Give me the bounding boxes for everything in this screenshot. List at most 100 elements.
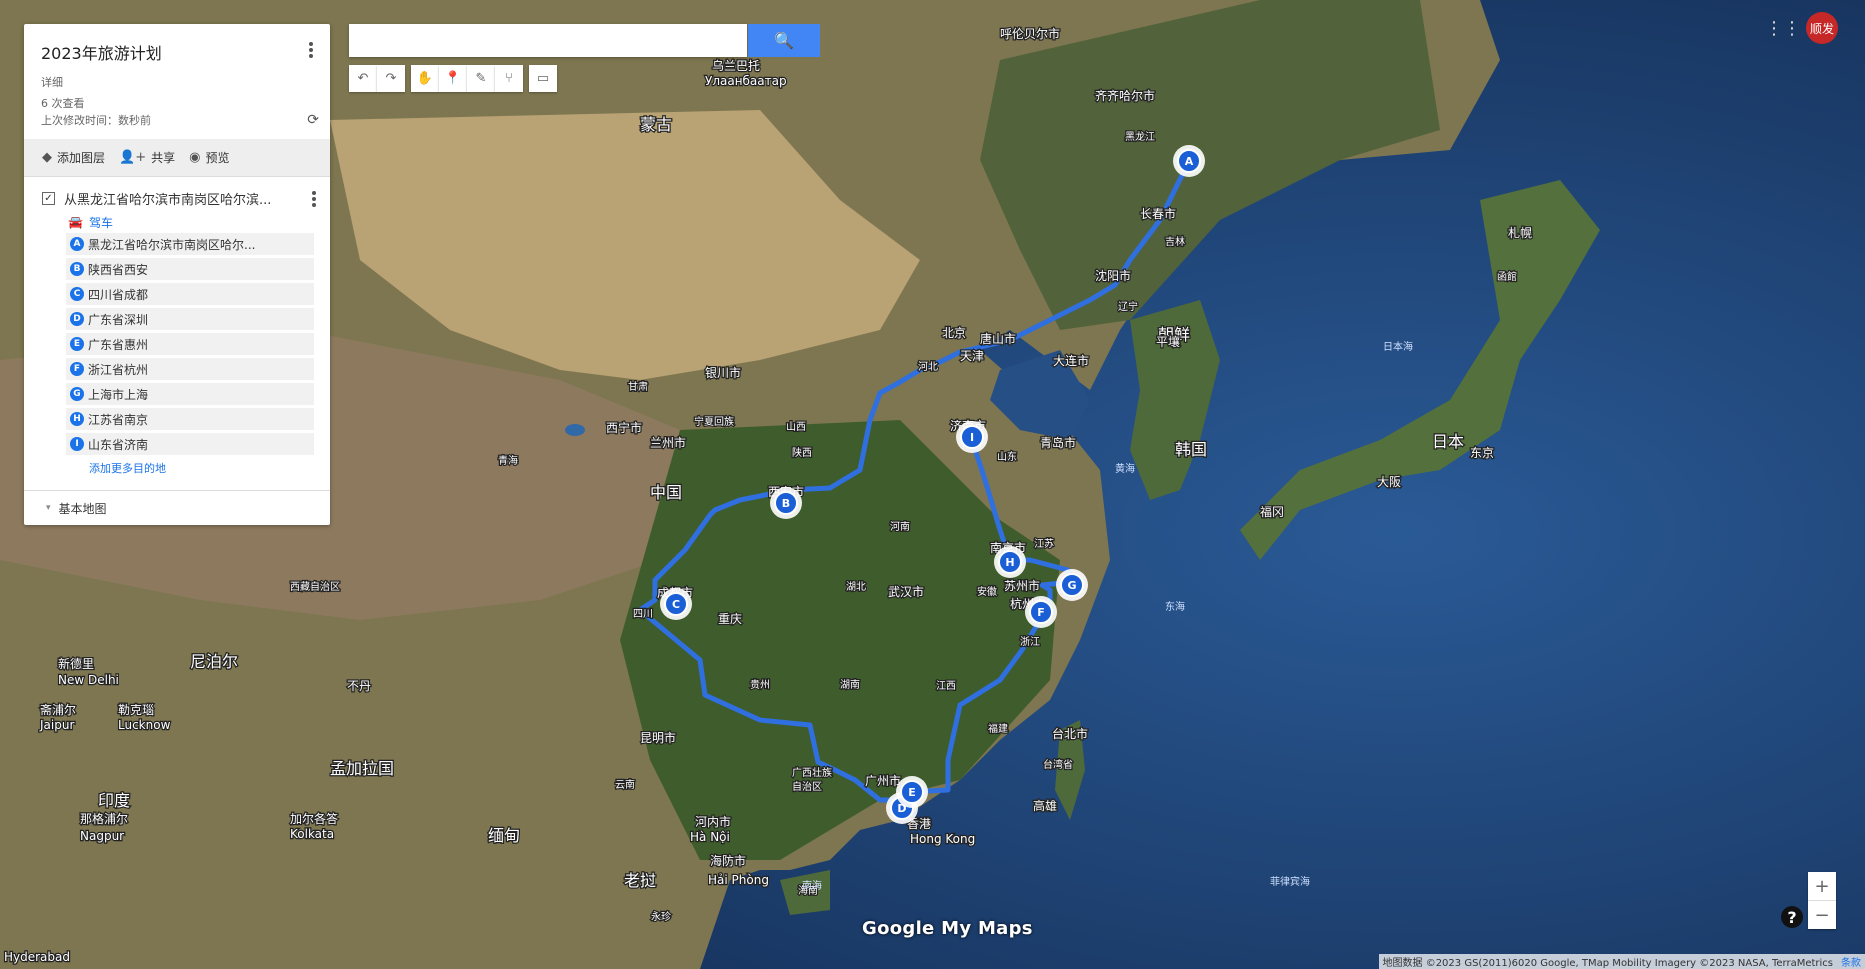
zoom-in-button[interactable]: + xyxy=(1814,875,1830,897)
last-modified: 上次修改时间：数秒前 xyxy=(41,114,151,127)
stop-letter: A xyxy=(1185,155,1194,168)
help-icon[interactable]: ? xyxy=(1781,906,1803,928)
lake xyxy=(565,424,585,436)
route-stop-marker[interactable]: F xyxy=(1025,596,1057,628)
route-stop-marker[interactable]: D xyxy=(886,792,918,824)
hand-icon[interactable]: ✋ xyxy=(411,65,439,92)
destination-item[interactable]: I 山东省济南 xyxy=(66,433,314,455)
map-label: 吉林 xyxy=(1165,235,1185,248)
map-label: 齐齐哈尔市 xyxy=(1095,88,1155,103)
map-label: 勒克瑙 xyxy=(118,703,154,717)
destination-item[interactable]: E 广东省惠州 xyxy=(66,333,314,355)
map-label: 中国 xyxy=(650,483,682,502)
map-label: 沈阳市 xyxy=(1095,268,1131,283)
destination-marker-icon: B xyxy=(70,262,84,276)
add-destination-link[interactable]: 添加更多目的地 xyxy=(89,462,166,475)
map-label: 海防市 xyxy=(710,853,746,868)
map-label: Jaipur xyxy=(39,718,74,732)
map-label: 昆明市 xyxy=(640,730,676,745)
redo-icon[interactable]: ↷ xyxy=(377,65,405,92)
map-label: 那格浦尔 xyxy=(80,811,128,826)
map-label: 老挝 xyxy=(624,871,656,890)
map-label: 尼泊尔 xyxy=(190,652,238,671)
stop-dot xyxy=(1029,600,1053,624)
map-label: 日本海 xyxy=(1383,340,1413,353)
directions-icon[interactable]: ⑂ xyxy=(495,65,523,92)
refresh-icon[interactable]: ⟳ xyxy=(307,112,319,128)
terms-link[interactable]: 条款 xyxy=(1841,958,1861,969)
destination-marker-icon: D xyxy=(70,312,84,326)
map-label: 武汉市 xyxy=(888,584,924,599)
destination-marker-icon: I xyxy=(70,437,84,451)
map-label: 苏州市 xyxy=(1004,578,1040,593)
map-label: 南海 xyxy=(802,879,822,892)
share-button[interactable]: 👤+ 共享 xyxy=(119,149,175,166)
map-label: 自治区 xyxy=(792,780,822,793)
map-label: 大连市 xyxy=(1053,353,1089,368)
route-stop-marker[interactable]: B xyxy=(770,487,802,519)
map-label: 辽宁 xyxy=(1118,300,1138,313)
stop-letter: C xyxy=(672,598,680,611)
route-stop-marker[interactable]: C xyxy=(660,588,692,620)
more-options-icon[interactable] xyxy=(304,40,318,58)
route-stop-marker[interactable]: A xyxy=(1173,145,1205,177)
destination-label: 江苏省南京 xyxy=(88,412,149,427)
add-layer-button[interactable]: ◆ 添加图层 xyxy=(42,149,105,166)
destination-label: 上海市上海 xyxy=(88,387,149,402)
destination-label: 陕西省西安 xyxy=(88,262,149,277)
map-label: 湖南 xyxy=(840,678,860,691)
korea-peninsula xyxy=(1130,300,1220,500)
undo-icon[interactable]: ↶ xyxy=(349,65,377,92)
map-label: 河内市 xyxy=(695,814,731,829)
destination-item[interactable]: H 江苏省南京 xyxy=(66,408,314,430)
map-label: 唐山市 xyxy=(980,331,1016,346)
car-icon: 🚘 xyxy=(68,215,83,229)
eye-icon: ◉ xyxy=(189,150,201,165)
base-map-section[interactable]: ▾ 基本地图 xyxy=(24,490,330,525)
preview-button[interactable]: ◉ 预览 xyxy=(189,149,229,166)
apps-grid-icon[interactable]: ⋮⋮ xyxy=(1765,18,1801,39)
destination-label: 广东省深圳 xyxy=(88,312,149,327)
destination-item[interactable]: A 黑龙江省哈尔滨市南岗区哈尔... xyxy=(66,233,314,255)
destination-item[interactable]: B 陕西省西安 xyxy=(66,258,314,280)
route-stop-marker[interactable]: I xyxy=(956,421,988,453)
google-my-maps-logo: Google My Maps xyxy=(862,918,1033,939)
layer-header[interactable]: ✓ 从黑龙江省哈尔滨市南岗区哈尔滨... xyxy=(24,185,330,211)
layer-options-icon[interactable] xyxy=(312,189,316,209)
zoom-out-button[interactable]: − xyxy=(1808,900,1836,929)
map-label: 不丹 xyxy=(347,679,371,693)
map-label: 河南 xyxy=(890,520,910,533)
map-label: 韩国 xyxy=(1175,440,1207,459)
stop-dot xyxy=(1060,573,1084,597)
route-stop-marker[interactable]: E xyxy=(896,776,928,808)
marker-icon[interactable]: 📍 xyxy=(439,65,467,92)
layer-visibility-checkbox[interactable]: ✓ xyxy=(42,191,55,205)
map-label: 青岛市 xyxy=(1040,435,1076,450)
route-stop-marker[interactable]: H xyxy=(994,546,1026,578)
driving-mode[interactable]: 🚘 驾车 xyxy=(24,211,330,233)
search-input[interactable] xyxy=(349,24,747,57)
destination-label: 山东省济南 xyxy=(88,437,149,452)
route-markers: A B C DE F G H I xyxy=(660,145,1205,824)
draw-line-icon[interactable]: ✎ xyxy=(467,65,495,92)
map-label: 西藏自治区 xyxy=(290,580,340,593)
stop-letter: D xyxy=(897,802,906,815)
search-button[interactable]: 🔍 xyxy=(748,24,820,57)
map-title[interactable]: 2023年旅游计划 xyxy=(41,44,162,63)
expand-icon[interactable]: ▾ xyxy=(46,503,51,513)
layer-title[interactable]: 从黑龙江省哈尔滨市南岗区哈尔滨... xyxy=(64,192,272,208)
share-label: 共享 xyxy=(151,151,176,165)
ruler-icon[interactable]: ▭ xyxy=(529,65,557,92)
destination-item[interactable]: C 四川省成都 xyxy=(66,283,314,305)
stop-dot xyxy=(998,550,1022,574)
avatar[interactable]: 顺发 xyxy=(1806,12,1838,44)
route-stop-marker[interactable]: G xyxy=(1056,569,1088,601)
destination-item[interactable]: F 浙江省杭州 xyxy=(66,358,314,380)
destination-marker-icon: F xyxy=(70,362,84,376)
map-label: Lucknow xyxy=(118,718,171,732)
northeast-region xyxy=(980,0,1440,330)
destination-item[interactable]: D 广东省深圳 xyxy=(66,308,314,330)
map-details[interactable]: 详细 xyxy=(41,76,63,89)
destination-item[interactable]: G 上海市上海 xyxy=(66,383,314,405)
